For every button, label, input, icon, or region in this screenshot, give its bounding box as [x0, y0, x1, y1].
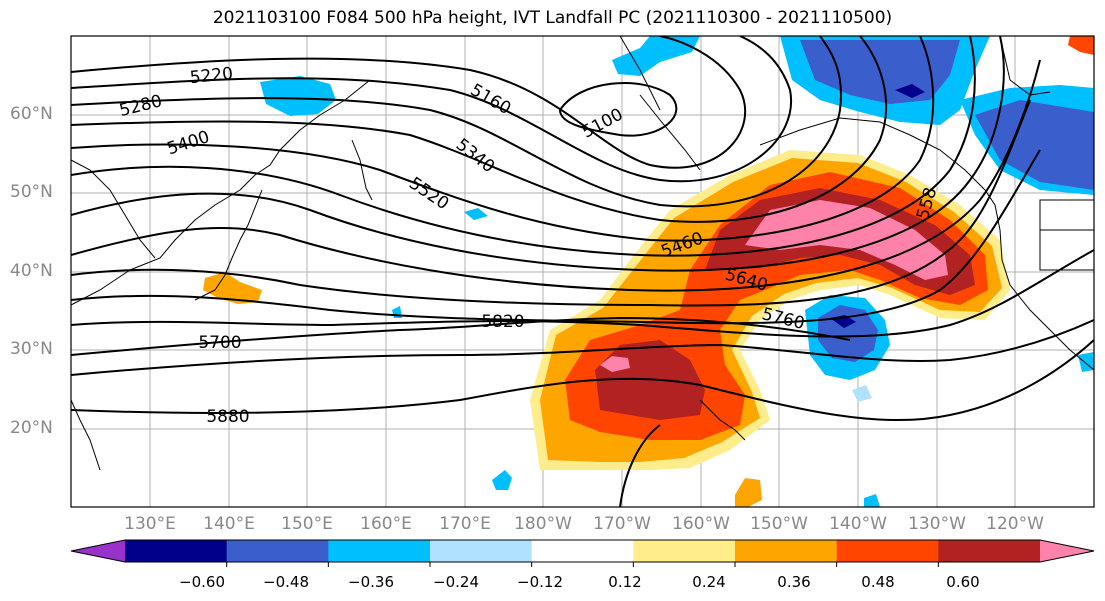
map-plot-area: 5220 5280 5400 5160 5100 5340 5520 5460 … — [71, 36, 1094, 507]
lon-label: 170°W — [593, 514, 651, 534]
lon-label: 170°E — [439, 514, 491, 534]
colorbar-segment — [328, 540, 431, 562]
contour-label: 5700 — [198, 333, 241, 353]
lat-label: 20°N — [10, 418, 53, 438]
lon-label: 150°W — [750, 514, 808, 534]
colorbar-tick-label: 0.60 — [946, 573, 980, 591]
colorbar — [70, 539, 1095, 567]
lon-label: 140°W — [829, 514, 887, 534]
colorbar-segment — [430, 540, 533, 562]
height-contours — [71, 36, 1094, 507]
colorbar-segment — [836, 540, 939, 562]
contour-label: 5220 — [189, 64, 234, 88]
lat-label: 50°N — [10, 182, 53, 202]
colorbar-segment — [531, 540, 634, 562]
lon-label: 120°W — [986, 514, 1044, 534]
contour-label: 5820 — [481, 312, 524, 332]
colorbar-tick-label: 0.36 — [777, 573, 811, 591]
colorbar-segment — [226, 540, 329, 562]
colorbar-segment — [938, 540, 1041, 562]
colorbar-tick-label: 0.48 — [861, 573, 895, 591]
colorbar-outline — [70, 539, 1095, 563]
lon-label: 130°W — [908, 514, 966, 534]
lat-label: 40°N — [10, 261, 53, 281]
colorbar-tick-label: −0.12 — [517, 573, 563, 591]
map-title: 2021103100 F084 500 hPa height, IVT Land… — [212, 8, 893, 28]
map-frame — [70, 35, 1095, 508]
lon-label: 160°E — [360, 514, 412, 534]
colorbar-tick-label: 0.24 — [692, 573, 726, 591]
lat-label: 60°N — [10, 104, 53, 124]
colorbar-extend-low — [71, 540, 125, 562]
lon-label: 160°W — [672, 514, 730, 534]
colorbar-segment — [125, 540, 228, 562]
lon-label: 180°W — [514, 514, 572, 534]
colorbar-tick-label: −0.36 — [348, 573, 394, 591]
lon-label: 130°E — [124, 514, 176, 534]
lon-label: 140°E — [203, 514, 255, 534]
colorbar-segment — [633, 540, 736, 562]
lat-label: 30°N — [10, 339, 53, 359]
colorbar-segment — [735, 540, 838, 562]
colorbar-tick-label: −0.48 — [263, 573, 309, 591]
colorbar-tick-label: −0.24 — [433, 573, 479, 591]
colorbar-tick-label: 0.12 — [608, 573, 642, 591]
contour-label: 5880 — [206, 407, 249, 427]
colorbar-extend-high — [1040, 540, 1094, 562]
lon-label: 150°E — [281, 514, 333, 534]
colorbar-tick-label: −0.60 — [179, 573, 225, 591]
